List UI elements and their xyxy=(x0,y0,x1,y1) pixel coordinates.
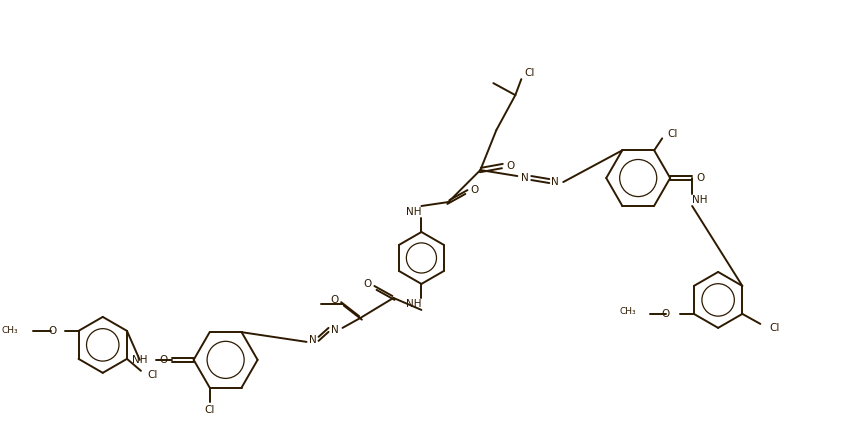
Text: N: N xyxy=(552,177,559,187)
Text: CH₃: CH₃ xyxy=(2,327,19,335)
Text: O: O xyxy=(330,295,338,305)
Text: O: O xyxy=(49,326,56,336)
Text: N: N xyxy=(331,325,338,335)
Text: O: O xyxy=(364,279,371,289)
Text: O: O xyxy=(506,161,514,171)
Text: Cl: Cl xyxy=(147,370,158,380)
Text: O: O xyxy=(470,185,478,195)
Text: NH: NH xyxy=(132,355,147,365)
Text: O: O xyxy=(160,355,168,365)
Text: Cl: Cl xyxy=(205,405,215,415)
Text: Cl: Cl xyxy=(667,129,677,140)
Text: Cl: Cl xyxy=(524,68,535,78)
Text: NH: NH xyxy=(406,207,421,217)
Text: N: N xyxy=(521,173,529,183)
Text: NH: NH xyxy=(406,299,421,309)
Text: N: N xyxy=(309,335,317,345)
Text: O: O xyxy=(696,173,704,183)
Text: CH₃: CH₃ xyxy=(620,307,636,317)
Text: O: O xyxy=(662,309,670,319)
Text: Cl: Cl xyxy=(769,323,780,333)
Text: NH: NH xyxy=(692,195,708,205)
